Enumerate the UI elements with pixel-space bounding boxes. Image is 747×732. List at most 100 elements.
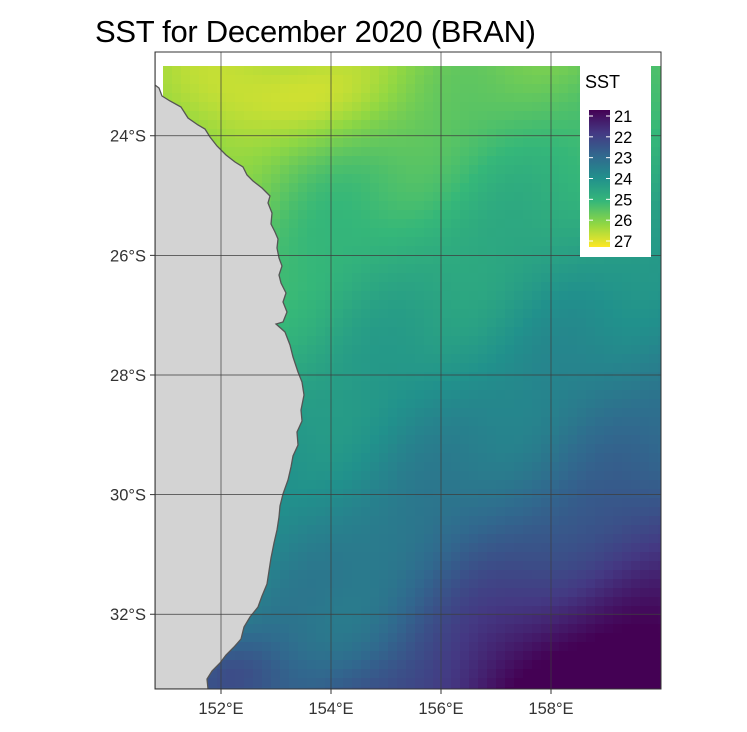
sst-cell	[469, 354, 479, 364]
sst-cell	[289, 588, 299, 598]
sst-cell	[613, 570, 623, 580]
sst-cell	[316, 480, 326, 490]
sst-cell	[424, 354, 434, 364]
sst-cell	[352, 462, 362, 472]
sst-cell	[397, 552, 407, 562]
sst-cell	[640, 264, 650, 274]
sst-cell	[424, 147, 434, 157]
sst-cell	[460, 264, 470, 274]
sst-cell	[514, 678, 524, 688]
sst-cell	[640, 642, 650, 652]
sst-cell	[604, 444, 614, 454]
sst-cell	[343, 66, 353, 76]
sst-cell	[406, 399, 416, 409]
sst-cell	[649, 120, 659, 130]
sst-cell	[604, 642, 614, 652]
sst-cell	[550, 489, 560, 499]
sst-cell	[415, 633, 425, 643]
sst-cell	[559, 552, 569, 562]
sst-cell	[433, 84, 443, 94]
sst-cell	[478, 300, 488, 310]
sst-cell	[442, 75, 452, 85]
sst-cell	[199, 66, 209, 76]
sst-cell	[649, 615, 659, 625]
sst-cell	[298, 273, 308, 283]
sst-cell	[352, 480, 362, 490]
sst-cell	[388, 444, 398, 454]
sst-cell	[289, 84, 299, 94]
sst-cell	[496, 282, 506, 292]
sst-cell	[361, 444, 371, 454]
sst-cell	[298, 201, 308, 211]
sst-cell	[658, 291, 661, 301]
sst-cell	[262, 642, 272, 652]
sst-cell	[325, 264, 335, 274]
sst-cell	[262, 102, 272, 112]
sst-cell	[325, 111, 335, 121]
sst-cell	[496, 66, 506, 76]
sst-cell	[487, 66, 497, 76]
sst-cell	[505, 147, 515, 157]
sst-cell	[388, 372, 398, 382]
sst-cell	[541, 588, 551, 598]
sst-cell	[496, 498, 506, 508]
sst-cell	[415, 120, 425, 130]
sst-cell	[379, 354, 389, 364]
sst-cell	[388, 66, 398, 76]
sst-cell	[289, 129, 299, 139]
sst-cell	[478, 372, 488, 382]
sst-cell	[370, 102, 380, 112]
sst-cell	[451, 687, 461, 689]
sst-cell	[532, 93, 542, 103]
sst-cell	[388, 273, 398, 283]
sst-cell	[469, 525, 479, 535]
sst-cell	[505, 588, 515, 598]
sst-cell	[649, 426, 659, 436]
sst-cell	[397, 291, 407, 301]
sst-cell	[442, 327, 452, 337]
sst-cell	[343, 426, 353, 436]
sst-cell	[505, 507, 515, 517]
sst-cell	[316, 426, 326, 436]
sst-cell	[595, 363, 605, 373]
sst-cell	[559, 111, 569, 121]
sst-cell	[523, 264, 533, 274]
sst-cell	[325, 642, 335, 652]
sst-cell	[532, 669, 542, 679]
sst-cell	[298, 66, 308, 76]
sst-cell	[559, 534, 569, 544]
sst-cell	[613, 408, 623, 418]
sst-cell	[433, 651, 443, 661]
sst-cell	[496, 552, 506, 562]
sst-cell	[397, 318, 407, 328]
sst-cell	[613, 687, 623, 689]
sst-cell	[370, 480, 380, 490]
sst-cell	[523, 93, 533, 103]
sst-cell	[343, 579, 353, 589]
sst-cell	[658, 525, 661, 535]
sst-cell	[640, 588, 650, 598]
sst-cell	[307, 471, 317, 481]
sst-cell	[550, 237, 560, 247]
sst-cell	[550, 381, 560, 391]
sst-cell	[316, 462, 326, 472]
sst-cell	[460, 102, 470, 112]
sst-cell	[379, 642, 389, 652]
sst-cell	[424, 633, 434, 643]
sst-cell	[316, 84, 326, 94]
sst-cell	[487, 291, 497, 301]
sst-cell	[361, 417, 371, 427]
sst-cell	[604, 552, 614, 562]
sst-cell	[658, 66, 661, 76]
sst-cell	[289, 309, 299, 319]
sst-cell	[433, 588, 443, 598]
sst-cell	[370, 201, 380, 211]
sst-cell	[334, 291, 344, 301]
sst-cell	[379, 453, 389, 463]
sst-cell	[487, 156, 497, 166]
sst-cell	[460, 237, 470, 247]
sst-cell	[352, 264, 362, 274]
sst-cell	[478, 255, 488, 265]
sst-cell	[325, 201, 335, 211]
sst-cell	[523, 201, 533, 211]
